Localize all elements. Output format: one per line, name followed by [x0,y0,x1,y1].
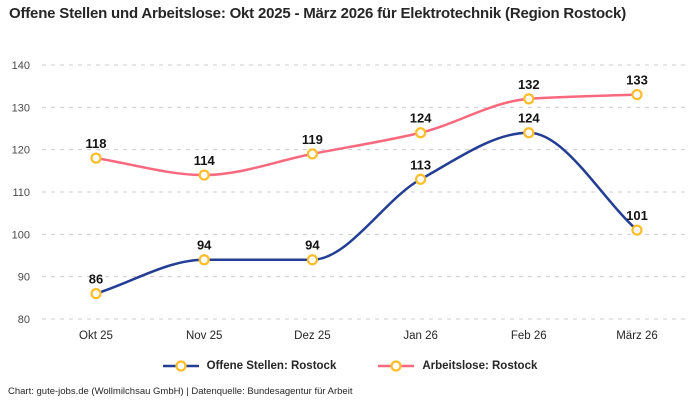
x-axis-tick-label: Feb 26 [511,330,547,342]
data-point-marker[interactable] [306,148,319,160]
data-point-label: 118 [86,136,107,151]
series-line [94,93,639,177]
legend-item[interactable]: Offene Stellen: Rostock [162,360,337,372]
y-axis-tick-label: 140 [12,60,30,72]
legend-label: Offene Stellen: Rostock [206,360,337,372]
chart-title: Offene Stellen und Arbeitslose: Okt 2025… [9,5,626,22]
y-axis-tick-label: 120 [12,145,30,157]
y-axis-tick-label: 90 [18,272,30,284]
x-axis-tick-label: Jan 26 [403,330,438,342]
series-line [94,131,639,295]
data-point-marker[interactable] [523,93,535,105]
data-point-marker[interactable] [631,89,643,101]
data-point-label: 101 [626,208,648,223]
data-point-marker[interactable] [306,254,319,266]
data-point-label: 94 [197,238,212,253]
data-point-marker[interactable] [90,287,102,300]
chart-legend: Offene Stellen: Rostock Arbeitslose: Rost… [0,360,700,372]
data-point-marker[interactable] [414,173,427,185]
data-point-label: 113 [410,157,431,172]
x-axis-tick-label: Dez 25 [294,330,330,342]
data-point-label: 119 [302,132,323,147]
data-point-marker[interactable] [631,224,643,236]
y-axis-tick-label: 110 [12,187,30,199]
legend-item[interactable]: Arbeitslose: Rostock [378,360,537,372]
data-point-label: 133 [626,73,648,88]
data-point-label: 114 [194,153,216,168]
legend-label: Arbeitslose: Rostock [422,360,538,372]
data-point-marker[interactable] [198,169,210,181]
footer-credit: Chart: gute-jobs.de (Wollmilchsau GmbH) … [8,386,353,397]
y-axis-tick-label: 80 [18,314,30,326]
data-point-label: 124 [518,111,540,126]
data-point-label: 132 [518,77,540,92]
data-point-label: 86 [89,272,103,287]
data-point-label: 94 [305,238,320,253]
line-chart-plot: 80 90 100 110 120 130 140 Okt 25 Nov 25 Dez 25 Jan… [12,60,688,342]
data-point-marker[interactable] [523,127,535,139]
y-axis-tick-label: 130 [12,102,30,114]
legend-line-marker-icon [162,360,199,372]
data-point-marker[interactable] [414,127,427,139]
x-axis-tick-label: Okt 25 [79,330,113,342]
x-axis-tick-label: März 26 [616,330,658,342]
data-point-marker[interactable] [198,254,210,266]
data-point-label: 124 [410,111,432,126]
y-axis-tick-label: 100 [12,229,30,241]
legend-line-marker-icon [378,360,415,372]
x-axis-tick-label: Nov 25 [186,330,222,342]
data-point-marker[interactable] [90,152,102,164]
